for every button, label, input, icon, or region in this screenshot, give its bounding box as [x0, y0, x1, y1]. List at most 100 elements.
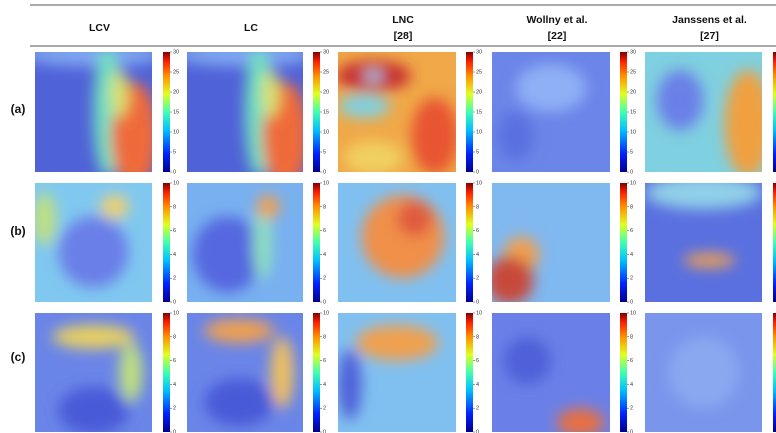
page: {"columns": [ {"lines": ["LCV"]}, {"line…: [0, 0, 776, 433]
colorbar-tick-label: 10: [323, 129, 329, 135]
colorbar-tick-label: 20: [323, 89, 329, 95]
colorbar-tick-label: 0: [630, 169, 633, 175]
column-title: LCV: [89, 22, 110, 34]
heatmap-blob: [33, 193, 56, 245]
colorbar-tick-label: 15: [323, 109, 329, 115]
heatmap-blob: [338, 94, 390, 118]
colorbar-tick-label: 15: [630, 109, 636, 115]
colorbar-tick-label: 6: [173, 358, 176, 364]
colorbar-tick-label: 5: [630, 149, 633, 155]
colorbar: [466, 52, 473, 172]
colorbar: [163, 52, 170, 172]
heatmap: [338, 313, 456, 432]
colorbar-tick-label: 10: [323, 180, 329, 186]
colorbar-tick-label: 2: [173, 276, 176, 282]
heatmap-blobs: [668, 337, 738, 408]
colorbar-tick-label: 4: [173, 382, 176, 388]
colorbar-tick-label: 8: [630, 334, 633, 340]
colorbar-tick-label: 4: [630, 252, 633, 258]
row-label: (a): [11, 102, 26, 116]
colorbar-tick-label: 5: [173, 149, 176, 155]
colorbar-tick-label: 10: [476, 180, 482, 186]
heatmap: [187, 183, 303, 302]
colorbar-tick-label: 10: [630, 310, 636, 316]
column-title: Wollny et al.: [526, 14, 587, 26]
column-title: Janssens et al.: [672, 14, 747, 26]
heatmap-blob: [261, 70, 280, 118]
colorbar: [313, 183, 320, 302]
colorbar-tick-label: 0: [630, 429, 633, 433]
colorbar-tick-label: 4: [630, 382, 633, 388]
colorbar-tick-label: 8: [476, 334, 479, 340]
colorbar-tick-label: 8: [323, 204, 326, 210]
heatmap-blob: [645, 176, 762, 209]
colorbar-tick-label: 2: [630, 276, 633, 282]
colorbar-tick-label: 30: [173, 49, 179, 55]
colorbar-tick-label: 30: [630, 49, 636, 55]
colorbar-tick-label: 2: [173, 406, 176, 412]
colorbar-tick-label: 10: [323, 310, 329, 316]
colorbar-tick-label: 5: [323, 149, 326, 155]
heatmap: [187, 313, 303, 432]
colorbar-tick-label: 4: [323, 252, 326, 258]
colorbar: [313, 313, 320, 432]
column-title: [22]: [548, 30, 567, 42]
heatmap: [492, 313, 610, 433]
colorbar-tick-label: 5: [476, 149, 479, 155]
colorbar-tick-label: 25: [173, 69, 179, 75]
figure: LCVLCLNC[28]Wollny et al.[22]Janssens et…: [0, 0, 776, 433]
colorbar-tick-label: 20: [476, 89, 482, 95]
colorbar-tick-label: 2: [476, 406, 479, 412]
colorbar-tick-label: 6: [476, 358, 479, 364]
column-title: LC: [244, 22, 258, 34]
heatmap: [35, 313, 152, 433]
colorbar-tick-label: 0: [173, 429, 176, 433]
colorbar: [313, 52, 320, 172]
heatmap: [645, 313, 762, 432]
heatmap: [33, 183, 152, 302]
heatmap-blob: [338, 349, 362, 420]
colorbar-tick-label: 2: [630, 406, 633, 412]
colorbar-tick-label: 30: [476, 49, 482, 55]
colorbar-tick-label: 10: [476, 310, 482, 316]
heatmap-blob: [498, 112, 533, 160]
heatmap-blob: [397, 201, 432, 237]
colorbar-tick-label: 4: [323, 382, 326, 388]
colorbar-tick-label: 6: [173, 228, 176, 234]
colorbar-tick-label: 8: [173, 334, 176, 340]
colorbar-tick-label: 20: [173, 89, 179, 95]
heatmap-blob: [204, 378, 274, 426]
heatmap: [336, 52, 459, 174]
heatmap: [338, 183, 456, 302]
heatmap-blob: [364, 70, 383, 82]
colorbar: [466, 313, 473, 432]
row-label: (b): [10, 224, 25, 238]
colorbar-tick-label: 0: [476, 169, 479, 175]
colorbar-tick-label: 8: [323, 334, 326, 340]
column-title: [27]: [700, 30, 719, 42]
colorbar: [620, 313, 627, 432]
heatmap-blob: [193, 216, 263, 292]
colorbar-tick-label: 6: [476, 228, 479, 234]
colorbar-tick-label: 2: [323, 276, 326, 282]
colorbar-tick-label: 0: [476, 299, 479, 305]
colorbar-tick-label: 10: [173, 180, 179, 186]
heatmap: [486, 183, 610, 304]
heatmap: [645, 52, 771, 178]
heatmap-blob: [119, 343, 142, 403]
colorbar: [620, 183, 627, 302]
colorbar-tick-label: 8: [630, 204, 633, 210]
colorbar-tick-label: 0: [323, 169, 326, 175]
colorbar-tick-label: 25: [476, 69, 482, 75]
colorbar-tick-label: 4: [476, 382, 479, 388]
colorbar-tick-label: 10: [173, 129, 179, 135]
heatmap: [645, 176, 762, 302]
colorbar-tick-label: 0: [323, 429, 326, 433]
colorbar-tick-label: 15: [173, 109, 179, 115]
colorbar-tick-label: 25: [323, 69, 329, 75]
colorbar-tick-label: 4: [476, 252, 479, 258]
colorbar-tick-label: 6: [630, 358, 633, 364]
heatmap-blob: [725, 70, 772, 178]
colorbar-tick-label: 30: [323, 49, 329, 55]
row-label: (c): [11, 350, 26, 364]
